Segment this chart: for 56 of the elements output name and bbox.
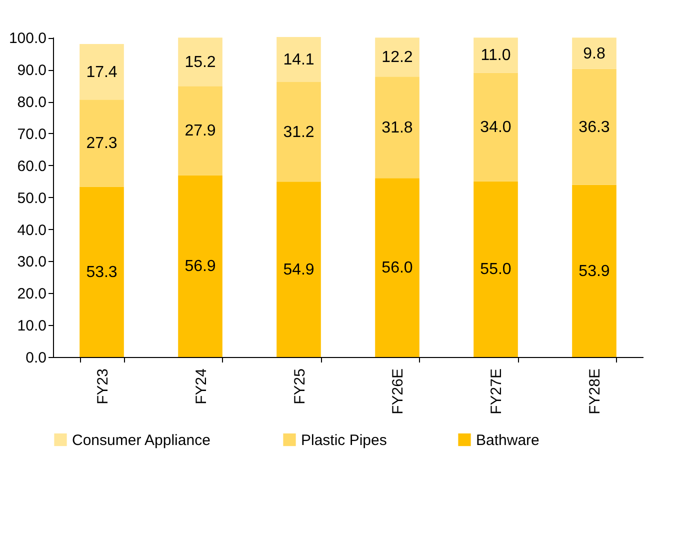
data-label: 14.1 xyxy=(283,52,314,69)
y-tick-label: 10.0 xyxy=(17,318,46,335)
legend-label: Plastic Pipes xyxy=(301,432,387,449)
y-tick-label: 0.0 xyxy=(26,350,46,366)
data-label: 56.9 xyxy=(184,258,216,276)
bar xyxy=(178,175,222,357)
data-label: 53.3 xyxy=(86,264,118,281)
data-label: 11.0 xyxy=(480,47,511,64)
bar xyxy=(572,38,616,69)
y-tick-label: 80.0 xyxy=(17,94,46,112)
bar xyxy=(276,82,321,182)
data-label: 55.0 xyxy=(480,261,512,278)
bar xyxy=(375,178,420,357)
bar xyxy=(474,38,518,73)
bar xyxy=(572,184,616,357)
y-tick-label: 90.0 xyxy=(17,62,46,80)
data-label: 53.9 xyxy=(578,262,610,280)
data-label: 15.2 xyxy=(184,54,216,71)
bar xyxy=(80,186,124,357)
y-tick-label: 70.0 xyxy=(17,126,46,143)
x-tick-label: FY26E xyxy=(390,368,407,414)
bar xyxy=(178,38,222,86)
y-tick-label: 100.0 xyxy=(8,30,46,48)
y-tick-label: 20.0 xyxy=(17,286,46,303)
data-label: 12.2 xyxy=(382,49,413,66)
data-label: 54.9 xyxy=(283,261,314,278)
bar xyxy=(375,76,420,178)
data-label: 56.0 xyxy=(382,260,413,277)
data-label: 9.8 xyxy=(583,45,606,62)
data-label: 36.3 xyxy=(578,118,610,136)
x-tick-label: FY23 xyxy=(94,368,112,404)
bar xyxy=(474,72,518,182)
y-tick-label: 40.0 xyxy=(17,222,46,239)
bar xyxy=(572,68,616,185)
y-tick-label: 60.0 xyxy=(17,158,46,175)
legend-label: Consumer Appliance xyxy=(72,432,210,449)
data-label: 17.4 xyxy=(86,64,118,81)
y-tick-label: 30.0 xyxy=(17,254,46,271)
data-label: 31.2 xyxy=(283,124,314,141)
bar xyxy=(276,37,321,82)
data-label: 27.3 xyxy=(86,135,118,152)
data-label: 34.0 xyxy=(480,119,512,136)
bar xyxy=(80,44,124,100)
y-tick-label: 50.0 xyxy=(17,190,46,207)
x-tick-label: FY24 xyxy=(192,368,210,404)
x-tick-label: FY25 xyxy=(291,368,308,404)
data-label: 31.8 xyxy=(382,119,413,136)
bar xyxy=(474,181,518,357)
data-label: 27.9 xyxy=(184,122,216,140)
bar xyxy=(178,86,222,176)
bar xyxy=(276,182,321,357)
x-tick-label: FY28E xyxy=(586,368,604,414)
bar xyxy=(80,100,124,187)
x-tick-label: FY27E xyxy=(488,368,506,414)
legend-label: Bathware xyxy=(476,432,540,449)
bar xyxy=(375,38,420,77)
